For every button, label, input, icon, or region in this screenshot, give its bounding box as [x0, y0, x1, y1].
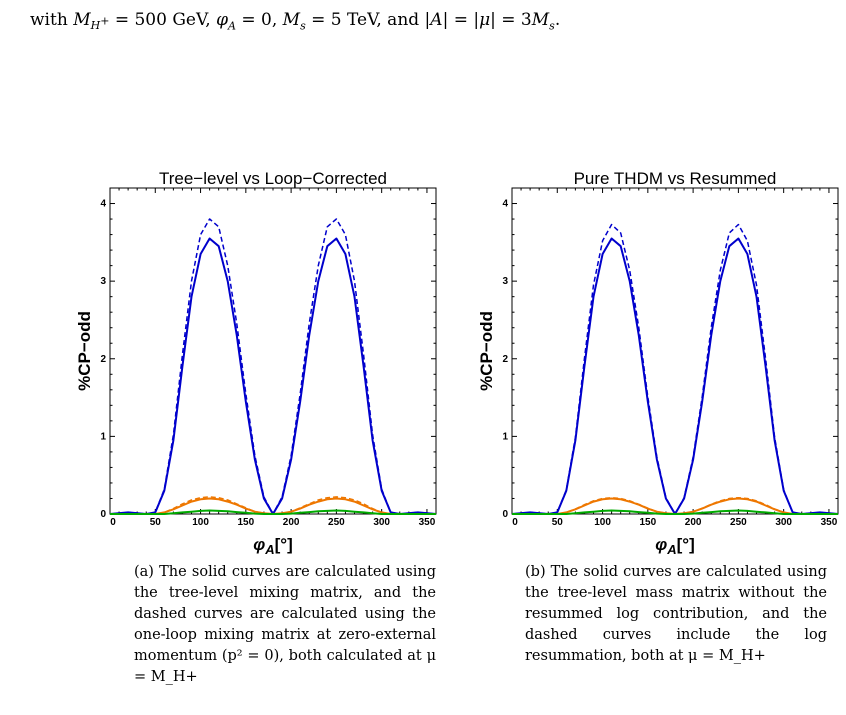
series-line	[511, 237, 839, 515]
x-tick-label: 100	[594, 517, 611, 528]
x-tick-label: 0	[512, 517, 518, 528]
x-tick-label: 250	[730, 517, 747, 528]
x-tick-label: 200	[685, 517, 702, 528]
y-tick-label: 0	[502, 509, 508, 520]
series-line	[512, 509, 838, 515]
plot-frame	[511, 187, 839, 515]
figure-a: Tree−level vs Loop−Corrected 0 50 100 150 200…	[74, 168, 454, 558]
y-tick-label: 2	[502, 354, 508, 365]
series-line	[110, 509, 436, 515]
x-tick-label: 350	[821, 517, 838, 528]
chart-title: Tree−level vs Loop−Corrected	[159, 169, 387, 188]
x-tick-label: 150	[237, 517, 254, 528]
x-tick-label: 150	[639, 517, 656, 528]
plot-frame	[109, 187, 437, 515]
x-tick-label: 250	[328, 517, 345, 528]
series-line	[511, 223, 839, 515]
series-line	[109, 218, 437, 515]
x-tick-label: 0	[110, 517, 116, 528]
x-tick-label: 50	[552, 517, 564, 528]
x-axis-label: φA[°]	[253, 535, 292, 557]
chart-a: Tree−level vs Loop−Corrected 0 50 100 150 200…	[75, 169, 437, 557]
intro-text: with MH+ = 500 GeV, φA = 0, Ms = 5 TeV, …	[30, 10, 561, 33]
chart-title: Pure THDM vs Resummed	[574, 169, 777, 188]
y-tick-label: 4	[502, 199, 508, 210]
x-tick-label: 300	[775, 517, 792, 528]
y-axis-label: %CP−odd	[75, 311, 94, 391]
figure-b: Pure THDM vs Resummed 0 50 100 150 200 250 300 3…	[476, 168, 846, 558]
caption-a: (a) The solid curves are calculated usin…	[134, 564, 436, 685]
x-tick-label: 200	[283, 517, 300, 528]
x-axis-label: φA[°]	[655, 535, 694, 557]
y-axis-label: %CP−odd	[477, 311, 496, 391]
y-tick-label: 1	[100, 431, 106, 442]
series-line	[109, 237, 437, 515]
x-tick-label: 50	[150, 517, 162, 528]
y-tick-label: 2	[100, 354, 106, 365]
y-tick-label: 1	[502, 431, 508, 442]
y-tick-label: 3	[100, 276, 106, 287]
chart-b: Pure THDM vs Resummed 0 50 100 150 200 250 300 3…	[477, 169, 839, 557]
caption-b: (b) The solid curves are calculated usin…	[525, 564, 827, 664]
x-tick-label: 300	[373, 517, 390, 528]
x-tick-label: 100	[192, 517, 209, 528]
y-tick-label: 3	[502, 276, 508, 287]
y-tick-label: 0	[100, 509, 106, 520]
x-tick-label: 350	[419, 517, 436, 528]
y-tick-label: 4	[100, 199, 106, 210]
